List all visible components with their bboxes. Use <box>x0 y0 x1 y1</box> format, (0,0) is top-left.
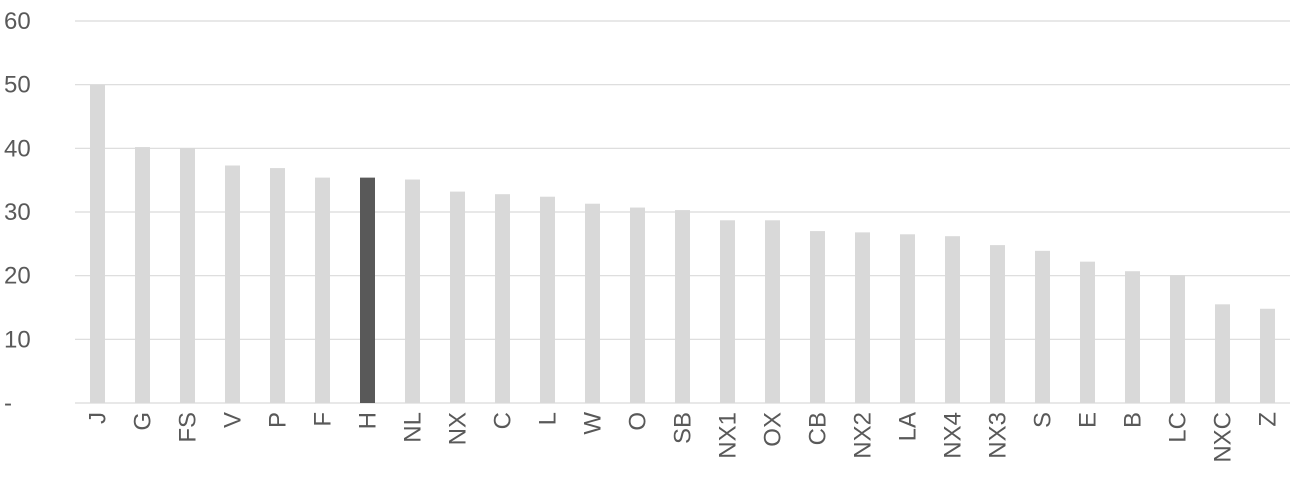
bar-lc <box>1170 275 1185 403</box>
x-tick-label-z: Z <box>1255 412 1282 427</box>
bar-ox <box>765 220 780 403</box>
y-tick-label: 50 <box>4 72 31 99</box>
x-tick-label-e: E <box>1075 412 1102 428</box>
bar-nx <box>450 191 465 403</box>
x-tick-label-o: O <box>625 412 652 431</box>
bar-nx4 <box>945 236 960 403</box>
x-tick-label-nx2: NX2 <box>850 412 877 459</box>
x-tick-label-nx1: NX1 <box>715 412 742 459</box>
bar-l <box>540 196 555 403</box>
x-tick-label-nx4: NX4 <box>940 412 967 459</box>
x-tick-label-c: C <box>490 412 517 429</box>
bar-z <box>1260 308 1275 403</box>
x-tick-label-p: P <box>265 412 292 428</box>
bar-sb <box>675 210 690 403</box>
y-axis-tick-labels: - 10 20 30 40 50 60 <box>4 8 31 417</box>
x-tick-label-w: W <box>580 412 607 435</box>
bar-v <box>225 165 240 403</box>
bar-nxc <box>1215 304 1230 403</box>
x-tick-label-nx3: NX3 <box>985 412 1012 459</box>
x-tick-label-l: L <box>535 412 562 425</box>
bar-nx1 <box>720 220 735 403</box>
x-tick-label-sb: SB <box>670 412 697 444</box>
bar-p <box>270 168 285 403</box>
bar-nx3 <box>990 245 1005 403</box>
x-tick-label-ox: OX <box>760 412 787 447</box>
y-tick-label: 60 <box>4 8 31 35</box>
bars <box>90 84 1275 404</box>
bar-la <box>900 234 915 403</box>
bar-o <box>630 207 645 403</box>
x-tick-label-h: H <box>355 412 382 429</box>
bar-j <box>90 84 105 404</box>
bar-h <box>360 177 375 403</box>
x-tick-label-la: LA <box>895 412 922 441</box>
x-tick-label-g: G <box>130 412 157 431</box>
y-tick-label: 20 <box>4 263 31 290</box>
x-tick-label-nx: NX <box>445 412 472 445</box>
x-axis-tick-labels: J G FS V P F H NL NX C L W O SB NX1 OX CB NX2 LA NX4 NX3 S E B L… <box>85 412 1282 463</box>
x-tick-label-cb: CB <box>805 412 832 445</box>
x-tick-label-nl: NL <box>400 412 427 443</box>
bar-e <box>1080 261 1095 403</box>
bar-c <box>495 194 510 403</box>
y-tick-label: 30 <box>4 199 31 226</box>
bar-s <box>1035 250 1050 403</box>
x-tick-label-v: V <box>220 412 247 428</box>
x-tick-label-nxc: NXC <box>1210 412 1237 463</box>
bar-cb <box>810 231 825 403</box>
y-tick-label: 10 <box>4 326 31 353</box>
x-tick-label-s: S <box>1030 412 1057 428</box>
bar-fs <box>180 148 195 403</box>
bar-b <box>1125 271 1140 403</box>
y-tick-label: 40 <box>4 135 31 162</box>
x-tick-label-b: B <box>1120 412 1147 428</box>
bar-w <box>585 203 600 403</box>
bar-f <box>315 177 330 403</box>
x-tick-label-lc: LC <box>1165 412 1192 443</box>
x-tick-label-f: F <box>310 412 337 427</box>
bar-g <box>135 147 150 403</box>
x-tick-label-fs: FS <box>175 412 202 443</box>
x-tick-label-j: J <box>85 412 112 424</box>
bar-nl <box>405 179 420 403</box>
y-tick-label: - <box>4 390 12 417</box>
bar-nx2 <box>855 232 870 403</box>
